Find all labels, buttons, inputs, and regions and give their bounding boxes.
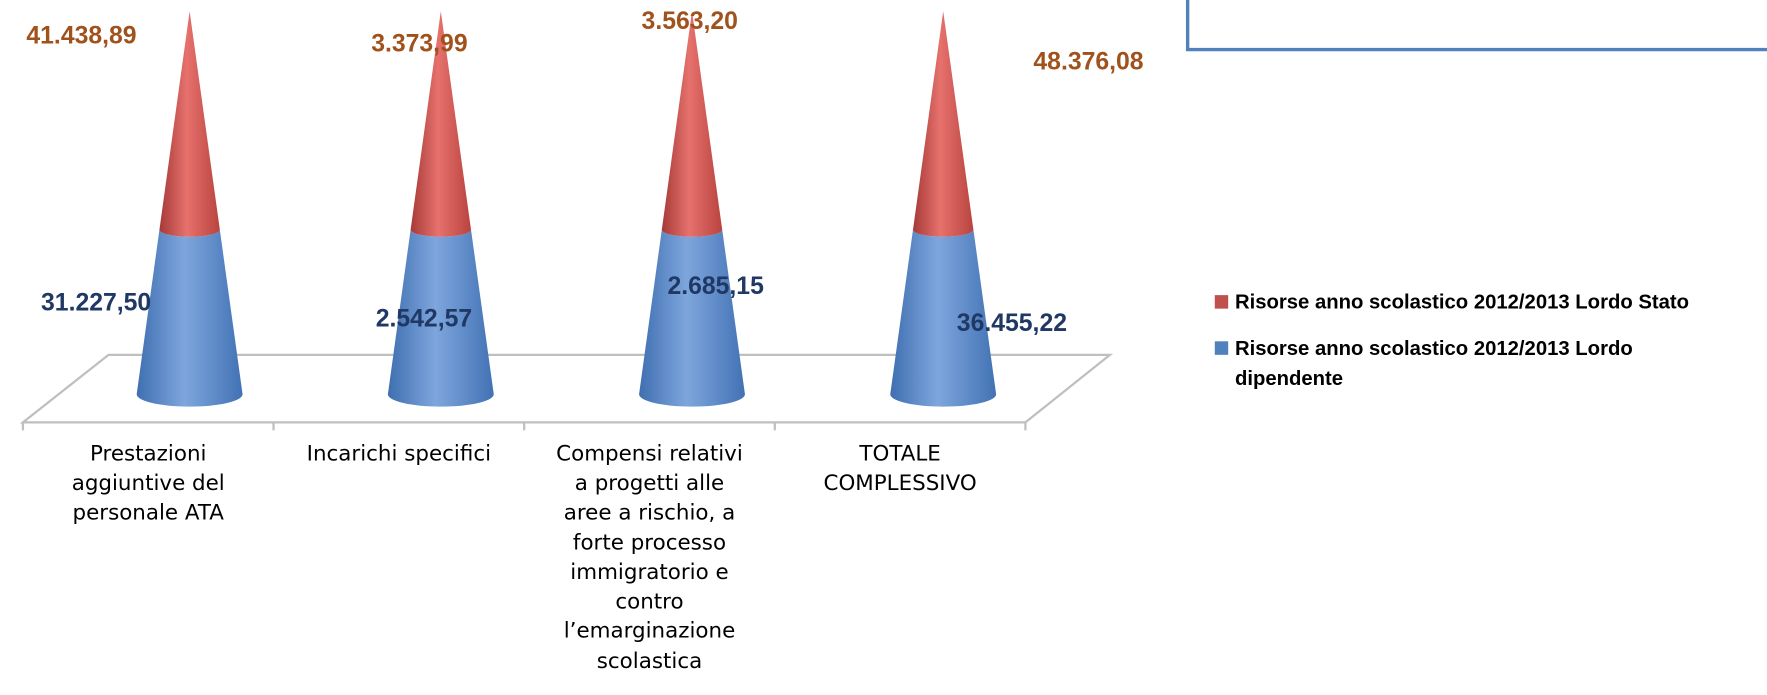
x-tick-label: TOTALE COMPLESSIVO [823,441,977,496]
cone-segment [639,229,745,407]
category-label-box: Compensi relativi a progetti alle aree a… [556,441,743,674]
data-label: 36.455,22 [957,310,1067,337]
x-tick-label: Compensi relativi a progetti alle aree a… [556,441,743,674]
data-label: 2.542,57 [376,305,472,332]
legend: Risorse anno scolastico 2012/2013 Lordo … [1214,287,1767,394]
data-label: 2.685,15 [667,273,764,300]
legend-swatch [1214,341,1229,355]
x-tick-label: Prestazioni aggiuntive del personale ATA [71,441,225,526]
data-label: 41.438,89 [26,23,136,50]
data-label: 3.373,99 [371,31,467,58]
legend-swatch [1214,295,1229,309]
legend-item: Risorse anno scolastico 2012/2013 Lordo … [1214,333,1767,394]
category-label-box: Prestazioni aggiuntive del personale ATA [71,441,225,526]
category-label-box: TOTALE COMPLESSIVO [823,441,977,496]
cone-segment [159,11,220,237]
cone-segment [387,229,494,407]
category-label-box: Incarichi specifici [306,441,492,467]
cone-segment [913,11,974,237]
legend-item: Risorse anno scolastico 2012/2013 Lordo … [1214,287,1767,317]
floor [19,353,1114,424]
data-label: 48.376,08 [1033,49,1143,76]
cone-segment [661,11,723,237]
legend-label: Risorse anno scolastico 2012/2013 Lordo … [1234,290,1690,314]
cone-segment [890,229,997,407]
text-box [1185,0,1767,52]
cone-segment [410,11,472,237]
legend-label: Risorse anno scolastico 2012/2013 Lordo … [1234,336,1633,390]
cone-segment [136,229,243,407]
data-label: 31.227,50 [41,290,151,317]
data-label: 3.563,20 [642,8,738,35]
x-tick-label: Incarichi specifici [306,441,492,467]
